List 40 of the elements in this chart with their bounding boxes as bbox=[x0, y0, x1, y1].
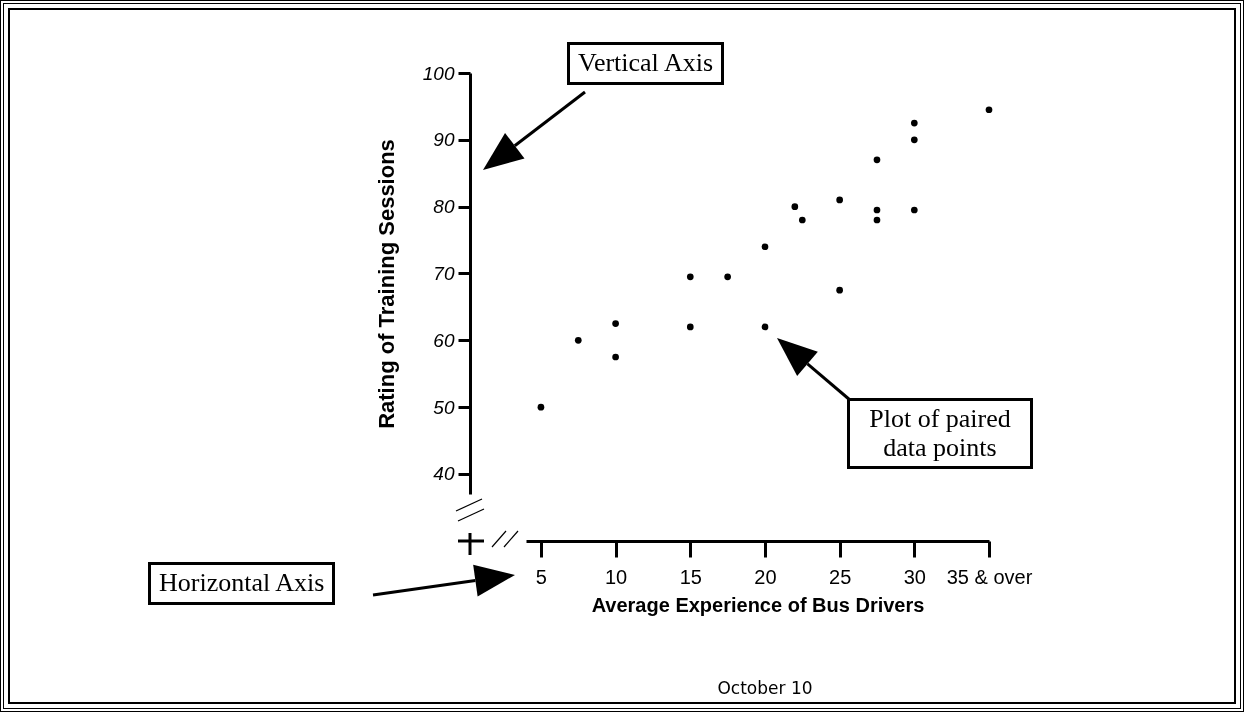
x-tick-label: 35 & over bbox=[946, 565, 1033, 588]
point bbox=[686, 273, 694, 281]
point bbox=[910, 119, 918, 127]
y-tick-label: 90 bbox=[433, 129, 455, 151]
y-axis-title: Rating of Training Sessions bbox=[373, 139, 399, 429]
y-tick-label: 100 bbox=[422, 62, 455, 84]
annotation: Vertical Axis bbox=[567, 42, 725, 85]
x-tick-label: 15 bbox=[679, 565, 702, 588]
point bbox=[910, 136, 918, 144]
x-tick-label: 30 bbox=[903, 565, 926, 588]
point bbox=[761, 323, 769, 331]
point bbox=[873, 206, 881, 214]
y-tick-label: 40 bbox=[433, 463, 455, 485]
point bbox=[836, 286, 843, 294]
x-tick-label: 5 bbox=[535, 565, 547, 588]
point bbox=[761, 243, 769, 251]
x-axis-title: Average Experience of Bus Drivers bbox=[591, 593, 925, 616]
point bbox=[873, 156, 881, 164]
point bbox=[724, 273, 731, 281]
y-tick-label: 70 bbox=[433, 262, 455, 284]
point bbox=[537, 403, 545, 411]
point bbox=[985, 106, 993, 114]
text: October 10 bbox=[717, 678, 813, 698]
x-tick-label: 20 bbox=[754, 565, 777, 588]
y-tick-label: 60 bbox=[433, 329, 455, 351]
point bbox=[836, 196, 843, 204]
point bbox=[574, 336, 582, 344]
point bbox=[612, 320, 619, 327]
point bbox=[612, 353, 619, 361]
text: Horizontal Axis bbox=[148, 562, 336, 605]
point bbox=[873, 216, 881, 224]
annotation: Plot of paired data points bbox=[847, 398, 1033, 470]
point bbox=[798, 216, 806, 224]
x-tick-label: 25 bbox=[829, 565, 852, 588]
y-tick-label: 50 bbox=[433, 396, 455, 418]
point bbox=[791, 203, 799, 210]
x-tick-label: 10 bbox=[604, 565, 628, 588]
point bbox=[686, 323, 694, 331]
point bbox=[910, 206, 918, 214]
y-tick-label: 80 bbox=[433, 196, 455, 218]
